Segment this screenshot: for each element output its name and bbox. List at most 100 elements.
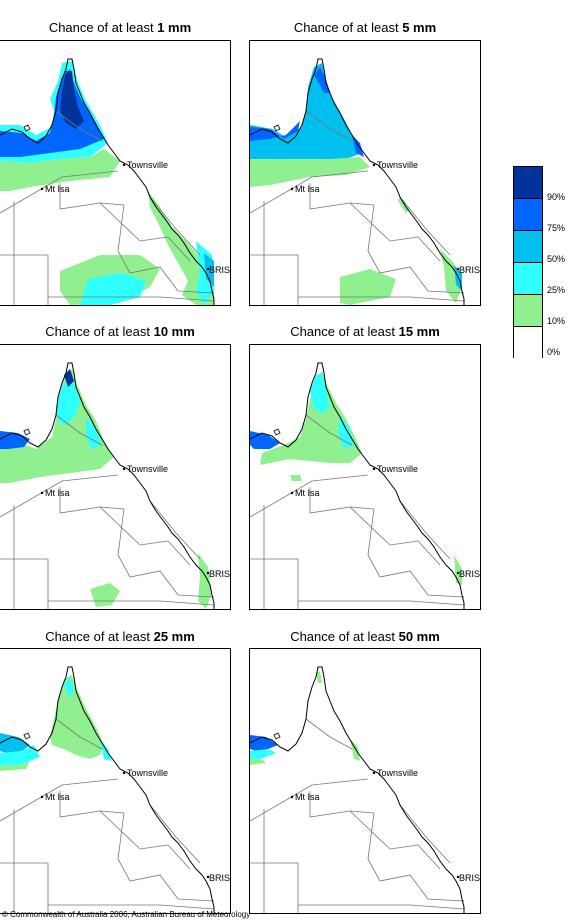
legend-tick-0: 0% (547, 347, 561, 357)
rainfall-probability-area (0, 761, 30, 771)
land-area (250, 667, 464, 913)
map-25mm: Townsville Mt Isa BRIS (0, 648, 231, 914)
brisbane-label: BRIS (459, 569, 480, 579)
rainfall-probability-area (440, 249, 462, 303)
island (23, 732, 31, 740)
panel-title-50mm: Chance of at least 50 mm (290, 629, 440, 644)
district-boundary (59, 791, 125, 818)
place-marker (372, 467, 376, 471)
district-boundary (117, 812, 215, 902)
district-boundary (0, 778, 119, 822)
legend-tick-10: 10% (547, 316, 566, 326)
brisbane-label: BRIS (209, 569, 230, 579)
coastline (250, 58, 465, 305)
place-marker (456, 875, 460, 879)
queensland-map: Townsville Mt Isa BRIS (250, 666, 480, 913)
mt-isa-label: Mt Isa (45, 488, 70, 498)
district-boundary (309, 183, 375, 210)
district-boundary (349, 506, 441, 566)
coastline (0, 58, 215, 305)
mt-isa-label: Mt Isa (45, 184, 70, 194)
place-marker (122, 771, 126, 775)
district-boundary (0, 254, 49, 305)
coastline (0, 362, 215, 609)
district-boundary (99, 506, 191, 566)
queensland-map: Townsville Mt Isa BRIS (0, 58, 230, 305)
coastline (0, 666, 215, 913)
rainfall-probability-area (250, 157, 370, 187)
district-boundary (298, 600, 465, 606)
panel-title-10mm: Chance of at least 10 mm (45, 324, 195, 339)
district-boundary (59, 487, 125, 514)
place-marker (290, 187, 294, 191)
place-marker (206, 571, 210, 575)
district-boundary (149, 196, 201, 256)
district-boundary (149, 804, 201, 864)
district-boundary (367, 508, 465, 598)
district-boundary (298, 904, 465, 910)
district-boundary (349, 810, 441, 870)
district-boundary (48, 600, 215, 606)
district-boundary (367, 204, 465, 294)
district-boundary (59, 183, 125, 210)
rainfall-probability-area (310, 373, 330, 413)
panel-title-5mm: Chance of at least 5 mm (293, 20, 437, 35)
district-boundary (305, 718, 353, 750)
rainfall-probability-area (56, 375, 80, 425)
land-area (250, 363, 464, 609)
queensland-map: Townsville Mt Isa BRIS (250, 362, 480, 609)
mt-isa-label: Mt Isa (45, 792, 70, 802)
district-boundary (250, 558, 299, 609)
rainfall-probability-area (204, 253, 214, 287)
land-area (0, 667, 214, 913)
rainfall-probability-area (290, 475, 302, 481)
island (273, 428, 281, 436)
district-boundary (99, 202, 191, 262)
place-marker (372, 771, 376, 775)
panel-title-1mm: Chance of at least 1 mm (48, 20, 192, 35)
place-marker (290, 491, 294, 495)
probability-legend: 90% 75% 50% 25% 10% 0% (513, 166, 565, 358)
district-boundary (55, 110, 103, 142)
rainfall-probability-area (64, 677, 74, 699)
district-boundary (399, 196, 451, 256)
townsville-label: Townsville (127, 160, 168, 170)
rainfall-probability-area (148, 191, 214, 305)
district-boundary (399, 804, 451, 864)
brisbane-label: BRIS (209, 873, 230, 883)
rainfall-probability-area (64, 369, 74, 387)
district-boundary (250, 862, 299, 913)
place-marker (290, 795, 294, 799)
townsville-label: Townsville (377, 464, 418, 474)
map-1mm: Townsville Mt Isa BRIS (0, 40, 231, 306)
rainfall-probability-area (338, 415, 354, 449)
district-boundary (349, 202, 441, 262)
map-15mm: Townsville Mt Isa BRIS (249, 344, 481, 610)
panel-title-25mm: Chance of at least 25 mm (45, 629, 195, 644)
island (273, 732, 281, 740)
coastline (250, 666, 465, 913)
district-boundary (149, 500, 201, 560)
brisbane-label: BRIS (459, 873, 480, 883)
coastline (250, 362, 465, 609)
legend-tick-50: 50% (547, 254, 566, 264)
map-10mm: Townsville Mt Isa BRIS (0, 344, 231, 610)
queensland-map: Townsville Mt Isa BRIS (0, 666, 230, 913)
legend-swatch-25-50 (513, 262, 543, 294)
land-area (0, 363, 214, 609)
brisbane-label: BRIS (209, 265, 230, 275)
district-boundary (250, 254, 299, 305)
district-boundary (99, 810, 191, 870)
place-marker (40, 491, 44, 495)
rainfall-probability-area (198, 553, 212, 609)
rainfall-probability-area (86, 417, 102, 449)
district-boundary (55, 414, 103, 446)
district-boundary (250, 778, 369, 822)
district-boundary (399, 500, 451, 560)
district-boundary (367, 812, 465, 902)
rainfall-probability-area (316, 671, 322, 683)
rainfall-probability-area (250, 749, 276, 759)
place-marker (40, 795, 44, 799)
legend-tick-25: 25% (547, 285, 566, 295)
rainfall-probability-area (260, 371, 362, 465)
